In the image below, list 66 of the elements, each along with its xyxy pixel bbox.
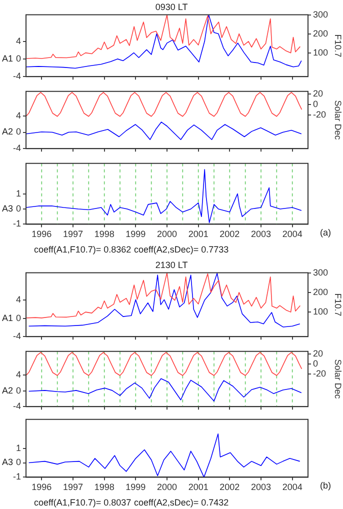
y-tick-label: -4 <box>12 331 21 342</box>
y-tick-label: 0 <box>16 312 21 323</box>
x-tick-label: 1996 <box>32 229 52 240</box>
y-tick-label: -4 <box>12 71 21 82</box>
x-tick-label: 2004 <box>282 229 302 240</box>
y-tick-label: -4 <box>12 401 21 412</box>
y-tick-label: -1 <box>12 472 21 482</box>
text: coeff(A2,sDec)= 0.7733 <box>134 244 229 254</box>
x-tick-label: 1999 <box>126 482 146 492</box>
y-tick-label: 0 <box>16 203 21 214</box>
y-axis-title: A1 <box>2 312 14 323</box>
y-tick-label: 1 <box>16 442 21 453</box>
y-tick-label: 0 <box>16 457 21 468</box>
y2-tick-label: 100 <box>313 306 328 317</box>
y2-axis-title: F10.7 <box>333 34 343 58</box>
y2-tick-label: 200 <box>313 286 328 297</box>
y2-tick-label: 0 <box>313 358 318 368</box>
y-tick-label: 4 <box>16 294 21 305</box>
y-tick-label: -4 <box>12 143 21 154</box>
y-axis-title: A2 <box>2 385 14 396</box>
y-axis-title: A3 <box>2 203 14 214</box>
x-tick-label: 2001 <box>188 482 208 492</box>
y-tick-label: 4 <box>16 110 21 120</box>
y2-tick-label: 20 <box>313 348 324 358</box>
x-tick-label: 2003 <box>250 482 272 492</box>
y2-tick-label: 200 <box>313 28 328 38</box>
x-tick-label: 1997 <box>62 229 84 240</box>
y2-axis-title: Solar Dec <box>333 359 343 400</box>
chart-title: 0930 LT <box>155 2 188 12</box>
y2-tick-label: 20 <box>313 88 324 98</box>
y-tick-label: -1 <box>12 218 21 229</box>
x-tick-label: 2002 <box>220 229 240 240</box>
y-tick-label: 0 <box>16 53 21 64</box>
y-axis-title: A3 <box>2 457 14 468</box>
y2-tick-label: 0 <box>313 98 318 109</box>
x-tick-label: 2000 <box>156 229 178 240</box>
y-tick-label: 0 <box>16 126 21 137</box>
y2-axis-title: Solar Dec <box>333 100 343 140</box>
x-tick-label: 2004 <box>282 482 302 492</box>
text: coeff(A2,sDec)= 0.7432 <box>134 497 229 508</box>
text: coeff(A1,F10.7)= 0.8362 <box>34 244 132 254</box>
y2-tick-label: 300 <box>313 267 328 278</box>
text: coeff(A1,F10.7)= 0.8037 <box>34 497 132 508</box>
y-tick-label: 0 <box>16 385 21 396</box>
y-tick-label: 4 <box>16 370 21 380</box>
text: (b) <box>320 480 331 491</box>
x-tick-label: 2002 <box>220 482 240 492</box>
y2-axis-title: F10.7 <box>333 293 343 316</box>
y2-tick-label: -20 <box>313 368 326 378</box>
x-tick-label: 2003 <box>250 229 272 240</box>
y-tick-label: 1 <box>16 188 21 198</box>
x-tick-label: 1996 <box>32 482 52 492</box>
x-tick-label: 1999 <box>126 229 146 240</box>
chart-title: 2130 LT <box>155 260 188 270</box>
y2-tick-label: 300 <box>313 9 328 20</box>
x-tick-label: 1997 <box>62 482 84 492</box>
y2-tick-label: -20 <box>313 109 326 120</box>
x-tick-label: 1998 <box>94 482 114 492</box>
y-tick-label: 4 <box>16 36 21 46</box>
x-tick-label: 2000 <box>156 482 178 492</box>
x-tick-label: 1998 <box>94 229 114 240</box>
y-axis-title: A1 <box>2 53 14 64</box>
x-tick-label: 2001 <box>188 229 208 240</box>
y2-tick-label: 100 <box>313 47 328 58</box>
y-axis-title: A2 <box>2 126 14 137</box>
text: (a) <box>320 228 331 238</box>
